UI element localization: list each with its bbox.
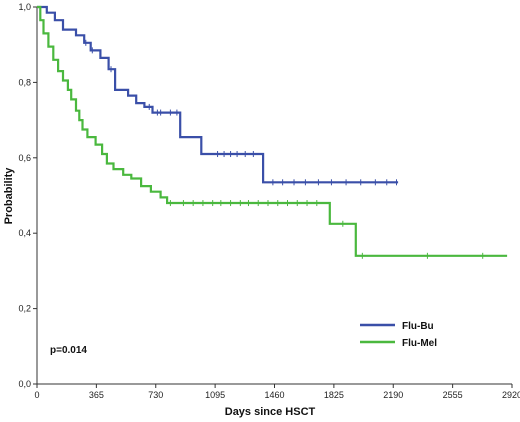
y-tick-label: 0,2 <box>18 304 31 314</box>
y-tick-label: 0,0 <box>18 379 31 389</box>
x-tick-label: 365 <box>89 390 104 400</box>
y-tick-label: 0,8 <box>18 77 31 87</box>
y-tick-label: 1,0 <box>18 2 31 12</box>
series-line-flu-mel <box>37 5 508 257</box>
y-tick-label: 0,6 <box>18 153 31 163</box>
axes: 0 365 730 1095 1460 1825 2190 2555 2920 0,0 0,2 0,4… <box>18 2 520 400</box>
x-tick-label: 1460 <box>264 390 284 400</box>
x-tick-label: 2190 <box>383 390 403 400</box>
y-axis-title: Probability <box>3 167 15 225</box>
legend-label-flu-bu: Flu-Bu <box>402 321 434 332</box>
x-tick-label: 0 <box>34 390 39 400</box>
x-axis-title: Days since HSCT <box>225 406 316 418</box>
x-tick-label: 1825 <box>324 390 344 400</box>
x-tick-label: 2920 <box>502 390 520 400</box>
x-tick-label: 1095 <box>205 390 225 400</box>
survival-curves <box>37 5 508 259</box>
x-tick-label: 730 <box>148 390 163 400</box>
legend: Flu-Bu Flu-Mel <box>360 321 437 349</box>
p-value-annotation: p=0.014 <box>50 345 87 356</box>
x-tick-label: 2555 <box>443 390 463 400</box>
y-tick-label: 0,4 <box>18 228 31 238</box>
legend-label-flu-mel: Flu-Mel <box>402 338 437 349</box>
series-line-flu-bu <box>37 5 399 184</box>
